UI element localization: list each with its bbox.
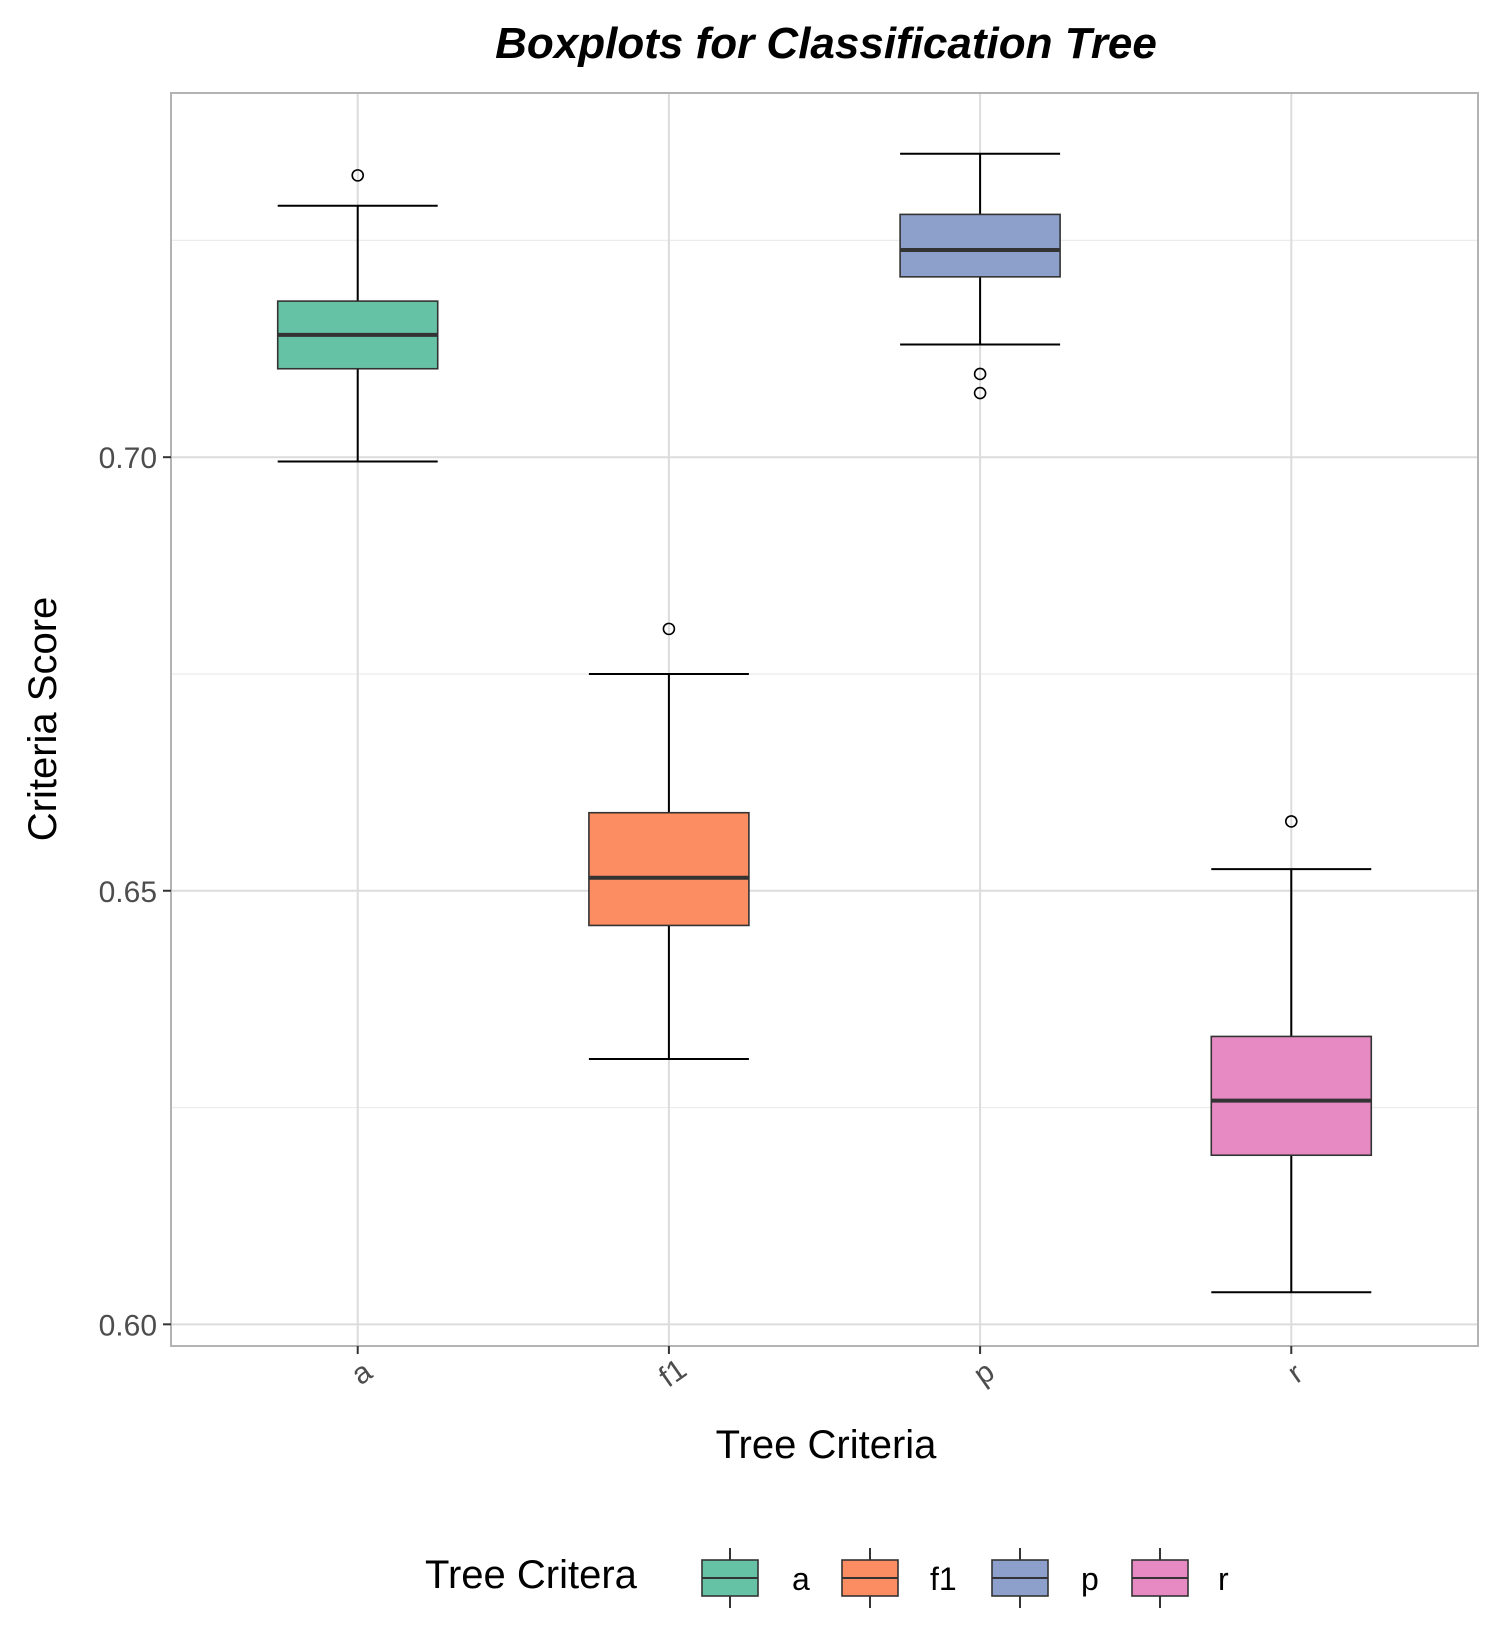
box-iqr [899,213,1061,278]
x-axis: a f1 p r [345,1346,1309,1394]
legend-key-f1: f1 [841,1548,957,1608]
box-r [1210,815,1373,1294]
outlier-point [973,367,987,381]
legend-label: f1 [930,1561,957,1597]
box-a [276,169,439,463]
boxes [276,152,1373,1294]
y-tick-label: 0.60 [99,1309,157,1342]
box-f1 [588,622,750,1060]
y-axis-title: Criteria Score [21,597,65,842]
plot-panel [171,93,1478,1346]
legend-keys: a f1 p r [701,1548,1229,1608]
chart-title: Boxplots for Classification Tree [495,19,1157,68]
y-tick-label: 0.70 [99,442,157,475]
legend-label: r [1218,1561,1229,1597]
legend-key-r: r [1131,1548,1229,1608]
outlier-point [973,386,987,400]
plot-border [170,92,1479,1347]
legend-label: p [1081,1561,1099,1597]
x-axis-title: Tree Criteria [716,1423,938,1467]
legend-key-a: a [701,1548,810,1608]
outlier-point [1284,815,1298,828]
box-iqr [588,811,750,927]
y-axis: 0.60 0.65 0.70 [99,442,171,1342]
x-tick-label: r [1282,1357,1309,1390]
legend-label: a [792,1561,810,1597]
x-tick-label: f1 [653,1353,692,1394]
outlier-point [662,622,676,636]
box-p [899,152,1061,400]
x-tick-label: p [968,1355,1001,1392]
legend: Tree Critera a f1 p r [425,1548,1229,1608]
legend-title: Tree Critera [425,1553,638,1597]
y-tick-label: 0.65 [99,876,157,909]
x-tick-label: a [345,1355,378,1392]
legend-key-p: p [991,1548,1099,1608]
box-iqr [1210,1035,1373,1157]
outlier-point [351,169,365,182]
